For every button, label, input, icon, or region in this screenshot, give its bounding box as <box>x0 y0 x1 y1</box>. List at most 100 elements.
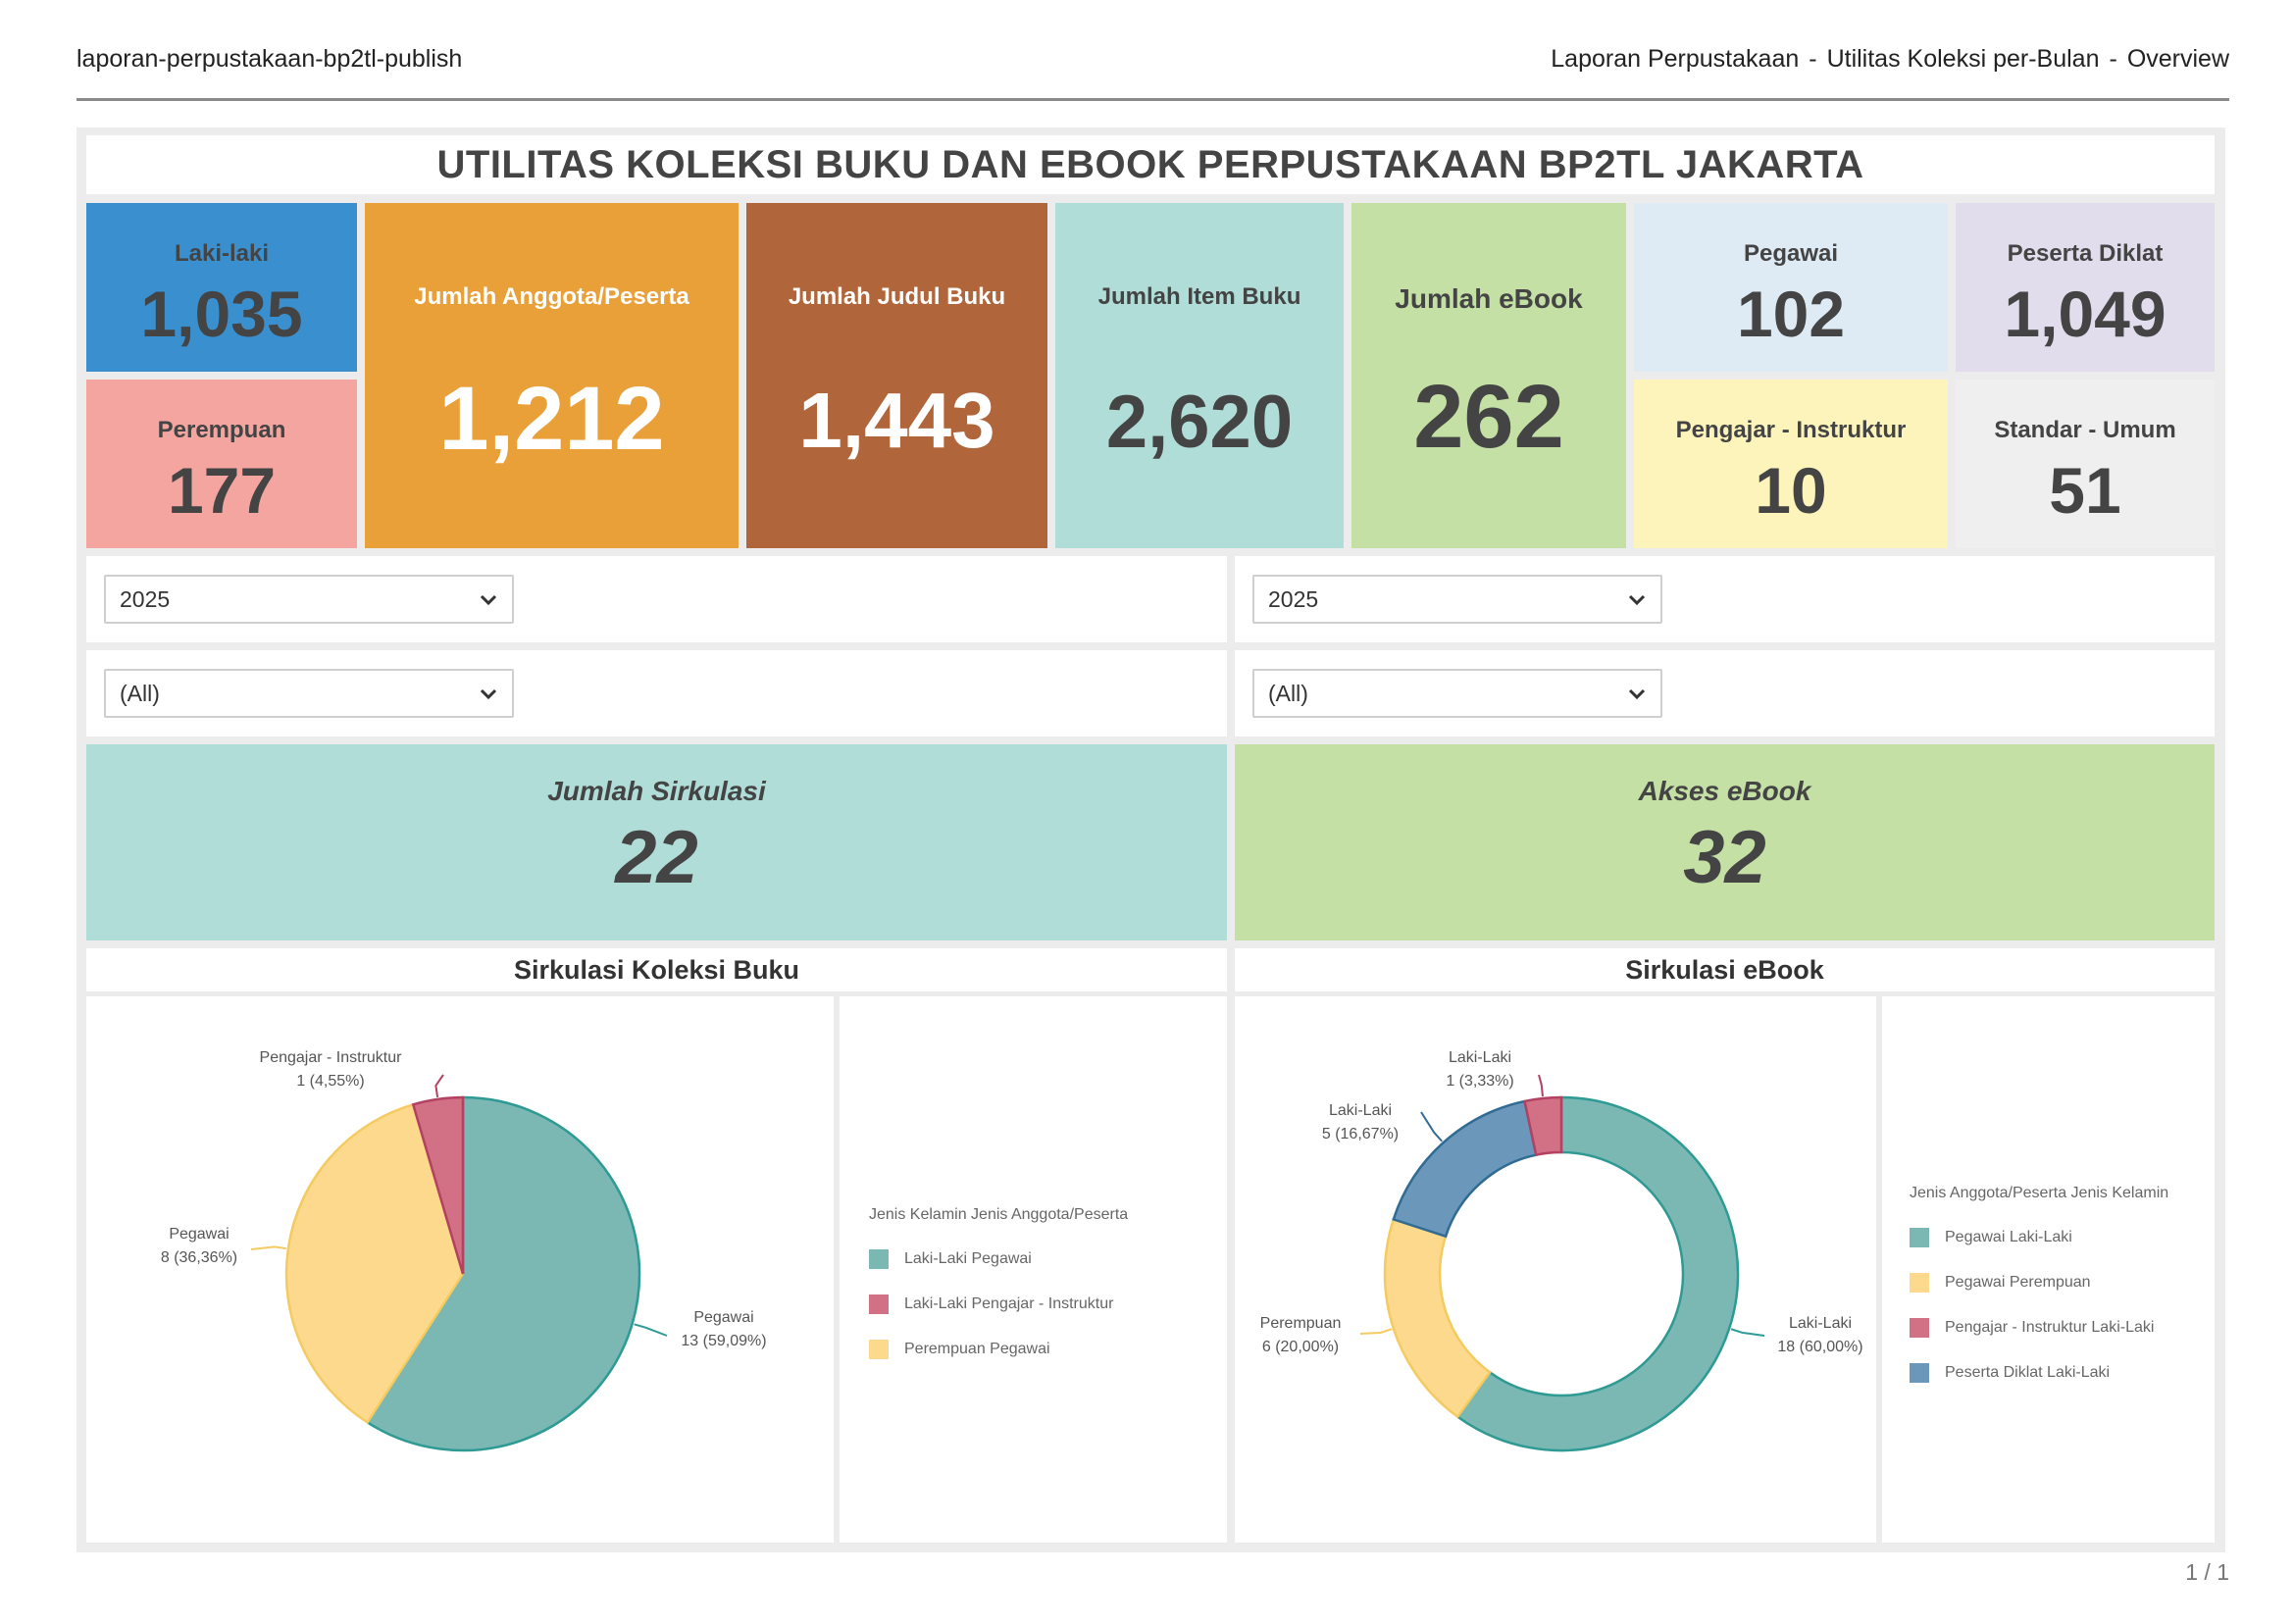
tile-value: 10 <box>1755 454 1827 527</box>
tile-label: Jumlah eBook <box>1395 283 1583 314</box>
year-select-sirkulasi[interactable]: 2025 <box>104 575 514 624</box>
kpi-jumlah-sirkulasi: Jumlah Sirkulasi 22 <box>86 744 1227 940</box>
legend-label: Perempuan Pegawai <box>904 1341 1050 1357</box>
legend-swatch <box>1910 1363 1929 1383</box>
breadcrumb-separator: - <box>2109 45 2117 73</box>
legend-item[interactable]: Perempuan Pegawai <box>869 1340 1113 1359</box>
type-select-sirkulasi[interactable]: (All) <box>104 669 514 718</box>
chevron-down-icon <box>480 594 497 606</box>
select-value: 2025 <box>120 585 171 612</box>
legend-swatch <box>869 1249 889 1269</box>
legend-list-buku: Laki-Laki Pegawai Laki-Laki Pengajar - In… <box>869 1249 1113 1385</box>
kpi-label: Akses eBook <box>1638 776 1811 806</box>
tile-jumlah-anggota: Jumlah Anggota/Peserta 1,212 <box>365 203 739 548</box>
slice-label-name: Laki-Laki <box>1789 1315 1852 1332</box>
legend-label: Pegawai Laki-Laki <box>1945 1229 2072 1245</box>
year-select-ebook[interactable]: 2025 <box>1252 575 1662 624</box>
pie-chart-sirkulasi-buku: Pegawai 13 (59,09%) Pegawai 8 (36,36%) Penga… <box>161 1049 767 1452</box>
tile-jumlah-ebook: Jumlah eBook 262 <box>1351 203 1626 548</box>
breadcrumb-item-utilitas[interactable]: Utilitas Koleksi per-Bulan <box>1826 45 2100 73</box>
slice-label-name: Pegawai <box>693 1309 753 1326</box>
slice-label-name: Pengajar - Instruktur <box>260 1049 403 1066</box>
tile-label: Perempuan <box>157 417 286 443</box>
legend-title: Jenis Kelamin Jenis Anggota/Peserta <box>869 1206 1129 1223</box>
slice-label-name: Laki-Laki <box>1329 1102 1392 1119</box>
kpi-value: 22 <box>615 816 698 899</box>
leader-line <box>1359 1328 1393 1335</box>
leader-line <box>1538 1074 1544 1097</box>
tile-label: Jumlah Item Buku <box>1097 283 1301 310</box>
slice-label-name: Perempuan <box>1260 1315 1342 1332</box>
legend-item[interactable]: Laki-Laki Pengajar - Instruktur <box>869 1294 1113 1314</box>
legend-item[interactable]: Pegawai Laki-Laki <box>1910 1228 2154 1247</box>
legend-swatch <box>1910 1318 1929 1338</box>
pie-panel-buku: Pegawai 13 (59,09%) Pegawai 8 (36,36%) Penga… <box>86 996 834 1543</box>
pie-slice[interactable] <box>365 1095 641 1452</box>
leader-line <box>250 1245 286 1250</box>
tile-value: 1,212 <box>438 369 665 469</box>
legend-label: Peserta Diklat Laki-Laki <box>1945 1364 2111 1381</box>
pie-slice[interactable] <box>1523 1095 1563 1157</box>
tile-label: Pegawai <box>1743 240 1839 267</box>
breadcrumb-item-overview[interactable]: Overview <box>2126 45 2229 73</box>
tile-label: Laki-laki <box>174 240 270 267</box>
legend-item[interactable]: Pegawai Perempuan <box>1910 1273 2154 1293</box>
legend-label: Laki-Laki Pengajar - Instruktur <box>904 1295 1114 1312</box>
legend-swatch <box>869 1294 889 1314</box>
slice-label-value: 18 (60,00%) <box>1777 1339 1862 1355</box>
legend-list-ebook: Pegawai Laki-Laki Pegawai Perempuan Pengaj… <box>1910 1228 2154 1408</box>
tile-pengajar-instruktur: Pengajar - Instruktur 10 <box>1634 380 1948 548</box>
dashboard-title: UTILITAS KOLEKSI BUKU DAN EBOOK PERPUSTA… <box>86 135 2215 194</box>
tile-label: Pengajar - Instruktur <box>1675 417 1907 443</box>
tile-peserta-diklat: Peserta Diklat 1,049 <box>1956 203 2215 372</box>
tile-perempuan: Perempuan 177 <box>86 380 357 548</box>
kpi-value: 32 <box>1683 816 1766 899</box>
slice-label-name: Laki-Laki <box>1449 1049 1511 1066</box>
legend-item[interactable]: Peserta Diklat Laki-Laki <box>1910 1363 2154 1383</box>
kpi-akses-ebook: Akses eBook 32 <box>1235 744 2215 940</box>
pie-panel-ebook: Laki-Laki 18 (60,00%) Perempuan 6 (20,00%) L… <box>1235 996 1876 1543</box>
pie-slice[interactable] <box>1392 1099 1538 1239</box>
slice-label-name: Pegawai <box>169 1226 229 1243</box>
slice-label-value: 13 (59,09%) <box>681 1333 766 1349</box>
legend-swatch <box>869 1340 889 1359</box>
pie-slice[interactable] <box>411 1095 465 1275</box>
chevron-down-icon <box>1628 594 1646 606</box>
chart-title-sirkulasi-ebook: Sirkulasi eBook <box>1235 948 2215 991</box>
chevron-down-icon <box>1628 688 1646 700</box>
legend-panel-buku: Jenis Kelamin Jenis Anggota/Peserta Laki… <box>840 996 1227 1543</box>
tile-label: Peserta Diklat <box>2007 240 2164 267</box>
legend-label: Laki-Laki Pegawai <box>904 1250 1032 1267</box>
pie-slice[interactable] <box>1455 1095 1740 1452</box>
legend-item[interactable]: Pengajar - Instruktur Laki-Laki <box>1910 1318 2154 1338</box>
slice-label-value: 1 (3,33%) <box>1446 1073 1513 1090</box>
tile-jumlah-item-buku: Jumlah Item Buku 2,620 <box>1055 203 1344 548</box>
legend-label: Pengajar - Instruktur Laki-Laki <box>1945 1319 2155 1336</box>
donut-chart-sirkulasi-ebook: Laki-Laki 18 (60,00%) Perempuan 6 (20,00%) L… <box>1260 1049 1863 1452</box>
leader-line <box>634 1323 668 1337</box>
breadcrumb-item-laporan[interactable]: Laporan Perpustakaan <box>1551 45 1800 73</box>
pie-slice[interactable] <box>284 1102 465 1425</box>
legend-swatch <box>1910 1273 1929 1293</box>
slice-label-value: 6 (20,00%) <box>1262 1339 1339 1355</box>
slice-label-value: 1 (4,55%) <box>296 1073 364 1090</box>
tile-label: Standar - Umum <box>1994 417 2176 443</box>
chevron-down-icon <box>480 688 497 700</box>
legend-label: Pegawai Perempuan <box>1945 1274 2091 1291</box>
tile-value: 1,443 <box>798 377 995 464</box>
tile-label: Jumlah Anggota/Peserta <box>414 283 689 310</box>
tile-value: 1,035 <box>140 278 303 350</box>
select-value: (All) <box>1268 680 1308 706</box>
legend-item[interactable]: Laki-Laki Pegawai <box>869 1249 1113 1269</box>
type-select-ebook[interactable]: (All) <box>1252 669 1662 718</box>
tile-value: 177 <box>167 454 277 527</box>
tile-pegawai: Pegawai 102 <box>1634 203 1948 372</box>
tile-label: Jumlah Judul Buku <box>788 283 1006 310</box>
tile-value: 1,049 <box>2004 278 2167 350</box>
leader-line <box>434 1074 444 1097</box>
kpi-label: Jumlah Sirkulasi <box>547 776 766 806</box>
tile-value: 262 <box>1413 367 1564 467</box>
legend-swatch <box>1910 1228 1929 1247</box>
pie-slice[interactable] <box>1383 1217 1492 1419</box>
breadcrumb: Laporan Perpustakaan - Utilitas Koleksi pe… <box>1551 45 2229 74</box>
